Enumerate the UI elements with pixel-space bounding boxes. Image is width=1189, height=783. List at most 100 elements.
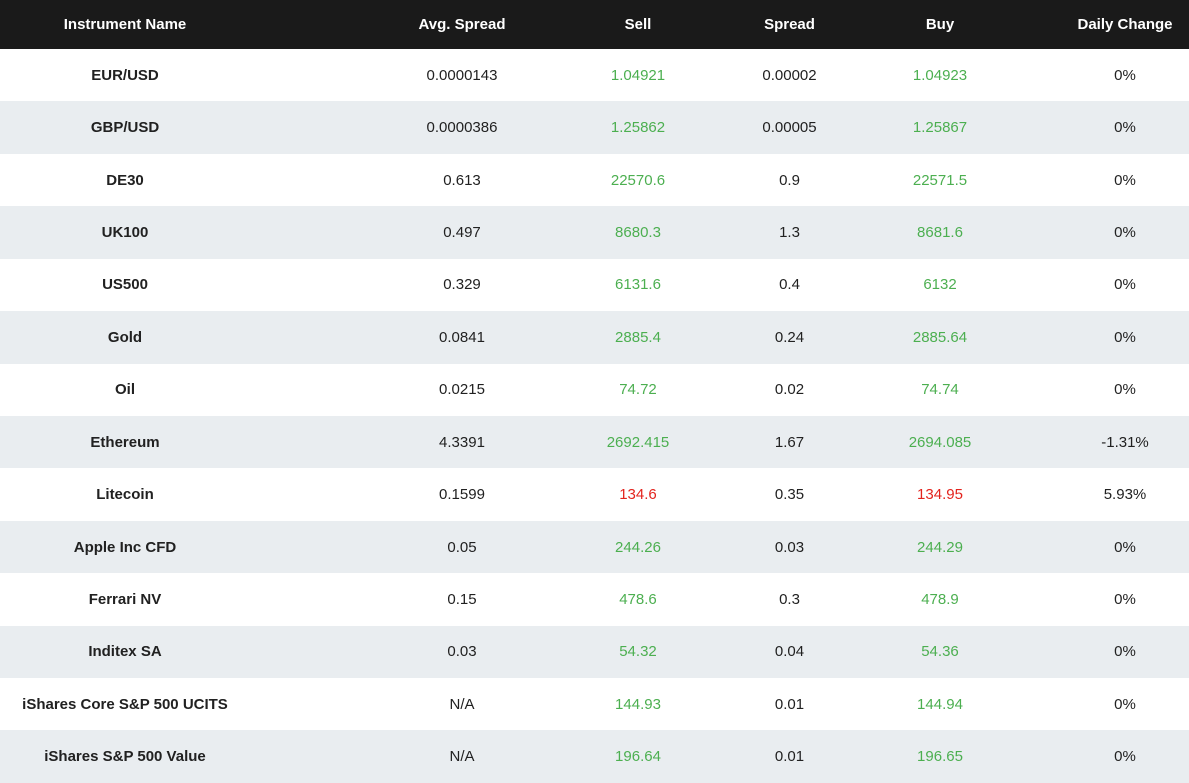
daily-change-cell: 0%	[1114, 119, 1136, 137]
buy-price-cell: 8681.6	[917, 223, 963, 241]
sell-price-cell: 134.6	[619, 486, 657, 504]
instrument-name-cell: iShares Core S&P 500 UCITS	[22, 695, 228, 713]
avg-spread-cell: N/A	[449, 748, 475, 766]
instrument-name-cell: GBP/USD	[90, 119, 160, 137]
table-header-row: Instrument Name Avg. Spread Sell Spread …	[0, 0, 1189, 49]
buy-price-cell: 2885.64	[912, 328, 968, 346]
avg-spread-cell: 0.329	[443, 276, 481, 294]
avg-spread-cell: 0.0000386	[426, 119, 498, 137]
daily-change-cell: 0%	[1114, 590, 1136, 608]
instrument-name-cell: Ethereum	[90, 433, 160, 451]
spread-cell: 0.24	[774, 328, 805, 346]
buy-price-cell: 1.25867	[912, 119, 968, 137]
buy-price-cell: 478.9	[921, 590, 959, 608]
table-row[interactable]: DE30 0.613 22570.6 0.9 22571.5 0%	[0, 153, 1189, 207]
buy-price-cell: 22571.5	[912, 171, 968, 189]
spread-cell: 0.01	[774, 748, 805, 766]
spread-cell: 0.3	[779, 590, 800, 608]
buy-price-cell: 1.04923	[912, 66, 968, 84]
instrument-name-cell: Apple Inc CFD	[73, 538, 177, 556]
spread-cell: 0.04	[774, 643, 805, 661]
instrument-name-cell: Litecoin	[96, 486, 154, 504]
header-spread: Spread	[764, 16, 815, 33]
instrument-name-cell: Gold	[107, 328, 143, 346]
avg-spread-cell: 0.0215	[439, 381, 485, 399]
table-row[interactable]: iShares Core S&P 500 UCITS N/A 144.93 0.…	[0, 678, 1189, 731]
daily-change-cell: 0%	[1114, 538, 1136, 556]
table-row[interactable]: Oil 0.0215 74.72 0.02 74.74 0%	[0, 363, 1189, 416]
daily-change-cell: 0%	[1114, 171, 1136, 189]
sell-price-cell: 74.72	[619, 381, 657, 399]
spread-cell: 0.03	[774, 538, 805, 556]
daily-change-cell: 0%	[1114, 643, 1136, 661]
avg-spread-cell: 4.3391	[439, 433, 485, 451]
avg-spread-cell: 0.0000143	[426, 66, 498, 84]
avg-spread-cell: 0.1599	[439, 486, 485, 504]
header-buy: Buy	[925, 16, 955, 33]
buy-price-cell: 2694.085	[908, 433, 972, 451]
daily-change-cell: 0%	[1114, 381, 1136, 399]
sell-price-cell: 244.26	[615, 538, 661, 556]
buy-price-cell: 6132	[923, 276, 957, 294]
avg-spread-cell: 0.613	[443, 171, 481, 189]
avg-spread-cell: 0.0841	[439, 328, 485, 346]
sell-price-cell: 6131.6	[615, 276, 661, 294]
spread-cell: 0.00002	[762, 66, 817, 84]
sell-price-cell: 2692.415	[606, 433, 670, 451]
instrument-name-cell: US500	[102, 276, 148, 294]
instrument-name-cell: Inditex SA	[88, 643, 162, 661]
daily-change-cell: 0%	[1114, 276, 1136, 294]
table-row[interactable]: Ferrari NV 0.15 478.6 0.3 478.9 0%	[0, 573, 1189, 626]
table-row[interactable]: Ethereum 4.3391 2692.415 1.67 2694.085 -…	[0, 415, 1189, 469]
avg-spread-cell: 0.497	[443, 223, 481, 241]
spread-cell: 0.4	[779, 276, 800, 294]
table-row[interactable]: EUR/USD 0.0000143 1.04921 0.00002 1.0492…	[0, 49, 1189, 102]
sell-price-cell: 54.32	[619, 643, 657, 661]
table-body: EUR/USD 0.0000143 1.04921 0.00002 1.0492…	[0, 49, 1189, 783]
daily-change-cell: 0%	[1114, 695, 1136, 713]
sell-price-cell: 22570.6	[610, 171, 666, 189]
avg-spread-cell: 0.15	[447, 590, 477, 608]
spread-cell: 1.67	[774, 433, 805, 451]
table-row[interactable]: Inditex SA 0.03 54.32 0.04 54.36 0%	[0, 625, 1189, 679]
buy-price-cell: 144.94	[917, 695, 963, 713]
header-instrument-name: Instrument Name	[63, 16, 187, 33]
table-row[interactable]: Litecoin 0.1599 134.6 0.35 134.95 5.93%	[0, 468, 1189, 521]
instrument-name-cell: EUR/USD	[91, 66, 159, 84]
avg-spread-cell: 0.03	[447, 643, 477, 661]
daily-change-cell: 0%	[1114, 748, 1136, 766]
daily-change-cell: 5.93%	[1103, 486, 1147, 504]
table-row[interactable]: Apple Inc CFD 0.05 244.26 0.03 244.29 0%	[0, 520, 1189, 574]
buy-price-cell: 244.29	[917, 538, 963, 556]
avg-spread-cell: 0.05	[447, 538, 477, 556]
sell-price-cell: 478.6	[619, 590, 657, 608]
spread-cell: 0.01	[774, 695, 805, 713]
table-row[interactable]: US500 0.329 6131.6 0.4 6132 0%	[0, 258, 1189, 312]
sell-price-cell: 1.25862	[610, 119, 666, 137]
instrument-name-cell: DE30	[106, 171, 144, 189]
daily-change-cell: -1.31%	[1101, 433, 1149, 451]
spread-cell: 0.35	[774, 486, 805, 504]
sell-price-cell: 1.04921	[610, 66, 666, 84]
spread-cell: 0.00005	[762, 119, 817, 137]
sell-price-cell: 144.93	[615, 695, 661, 713]
buy-price-cell: 74.74	[921, 381, 959, 399]
buy-price-cell: 54.36	[921, 643, 959, 661]
table-row[interactable]: Gold 0.0841 2885.4 0.24 2885.64 0%	[0, 311, 1189, 364]
table-row[interactable]: UK100 0.497 8680.3 1.3 8681.6 0%	[0, 206, 1189, 259]
instrument-name-cell: UK100	[101, 223, 149, 241]
header-avg-spread: Avg. Spread	[418, 16, 506, 33]
spread-cell: 0.9	[779, 171, 800, 189]
header-daily-change: Daily Change	[1077, 16, 1173, 33]
spread-cell: 0.02	[774, 381, 805, 399]
sell-price-cell: 2885.4	[615, 328, 661, 346]
table-row[interactable]: GBP/USD 0.0000386 1.25862 0.00005 1.2586…	[0, 101, 1189, 154]
table-row[interactable]: iShares S&P 500 Value N/A 196.64 0.01 19…	[0, 730, 1189, 783]
header-sell: Sell	[624, 16, 652, 33]
daily-change-cell: 0%	[1114, 66, 1136, 84]
avg-spread-cell: N/A	[449, 695, 475, 713]
buy-price-cell: 134.95	[917, 486, 963, 504]
sell-price-cell: 196.64	[615, 748, 661, 766]
daily-change-cell: 0%	[1114, 223, 1136, 241]
